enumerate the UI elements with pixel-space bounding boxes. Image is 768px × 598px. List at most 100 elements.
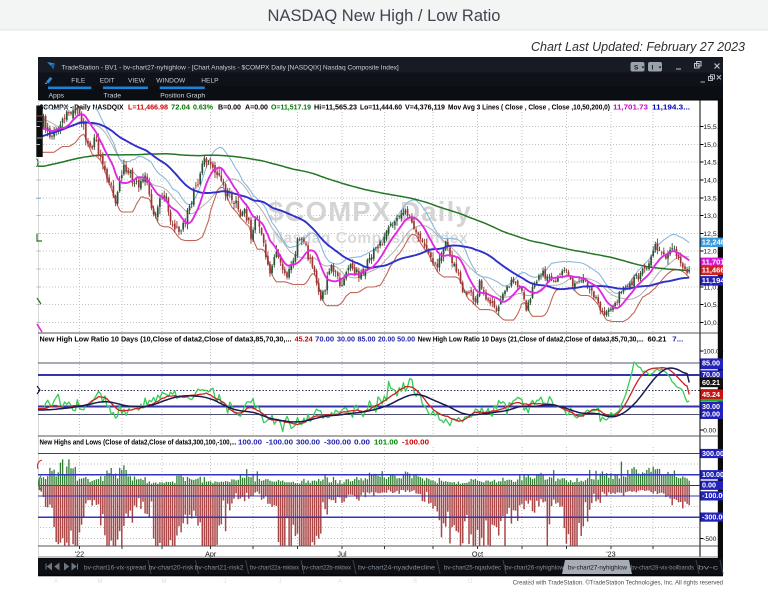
svg-text:11,0…: 11,0…: [703, 284, 723, 291]
svg-text:Trade: Trade: [104, 92, 122, 99]
svg-text:HELP: HELP: [201, 77, 219, 84]
svg-text:B=0.00: B=0.00: [218, 102, 241, 111]
svg-text:-100.00: -100.00: [266, 440, 293, 447]
svg-text:Lo=11,444.60: Lo=11,444.60: [360, 102, 402, 111]
svg-text:Jul: Jul: [337, 550, 347, 559]
svg-text:bv-chart27-nyhighlow: bv-chart27-nyhighlow: [568, 564, 628, 571]
svg-text:Mov Avg 3 Lines ( Close , Clos: Mov Avg 3 Lines ( Close , Close , Close …: [448, 102, 610, 111]
svg-text:12,248: 12,248: [702, 238, 725, 247]
svg-text:bv-chart22a-mktwx: bv-chart22a-mktwx: [250, 564, 300, 571]
svg-text:-300.00: -300.00: [324, 440, 351, 447]
svg-text:-100.00: -100.00: [402, 440, 429, 447]
svg-text:45.24: 45.24: [702, 390, 720, 399]
svg-text:New High Low Ratio 10 Days (21: New High Low Ratio 10 Days (21,Close of …: [418, 337, 644, 344]
svg-text:100.00: 100.00: [702, 470, 724, 479]
svg-text:Nasdaq Composite Index: Nasdaq Composite Index: [272, 230, 468, 247]
svg-text:70.00: 70.00: [315, 337, 334, 344]
svg-text:300.00: 300.00: [296, 440, 320, 447]
svg-text:11,701: 11,701: [702, 258, 726, 267]
svg-text:$COMPX - Daily NASDQIX: $COMPX - Daily NASDQIX: [40, 102, 124, 111]
svg-text:85.00: 85.00: [358, 337, 376, 344]
svg-text:-500: -500: [703, 536, 717, 543]
svg-text:N: N: [528, 578, 533, 585]
svg-text:101.00: 101.00: [374, 440, 398, 447]
svg-text:L=11,466.98: L=11,466.98: [128, 102, 168, 111]
svg-text:Created with TradeStation. ©Tr: Created with TradeStation. ©TradeStation…: [513, 579, 723, 586]
svg-text:0.00: 0.00: [354, 440, 370, 447]
svg-text:-100.00: -100.00: [702, 491, 726, 500]
svg-text:60.21: 60.21: [648, 337, 667, 344]
svg-text:11,701.73: 11,701.73: [613, 102, 648, 111]
svg-text:bv-chart16-vix-spread: bv-chart16-vix-spread: [84, 564, 147, 571]
svg-text:45.24: 45.24: [295, 337, 313, 344]
svg-text:13,0…: 13,0…: [703, 213, 723, 220]
svg-text:10,5…: 10,5…: [703, 302, 723, 309]
svg-text:10,0…: 10,0…: [703, 320, 723, 327]
svg-text:bv-chart20-risk: bv-chart20-risk: [149, 564, 195, 571]
svg-text:300.00: 300.00: [702, 449, 724, 458]
svg-text:Chart Last Updated: February 2: Chart Last Updated: February 27 2023: [531, 40, 745, 54]
svg-text:30.00: 30.00: [337, 337, 355, 344]
svg-text:TradeStation - BV1 - bv-chart: TradeStation - BV1 - bv-chart27-nyhighlo…: [62, 65, 399, 72]
svg-text:'22: '22: [75, 550, 84, 559]
svg-text:VIEW: VIEW: [128, 77, 146, 84]
svg-text:D: D: [592, 578, 597, 585]
svg-text:I: I: [652, 65, 654, 72]
svg-text:12,5…: 12,5…: [703, 231, 723, 238]
svg-text:A: A: [54, 578, 59, 585]
svg-text:Hi=11,565.23: Hi=11,565.23: [314, 102, 357, 111]
svg-text:0.00: 0.00: [702, 481, 716, 490]
svg-text:O=11,517.19: O=11,517.19: [271, 102, 311, 111]
svg-text:bv-chart28-vix-bollbands: bv-chart28-vix-bollbands: [631, 564, 694, 571]
svg-text:60.21: 60.21: [702, 378, 720, 387]
svg-text:14,0…: 14,0…: [703, 178, 723, 185]
svg-text:14,5…: 14,5…: [703, 160, 723, 167]
svg-text:bv-chart21-risk2: bv-chart21-risk2: [195, 564, 245, 571]
svg-text:12,0…: 12,0…: [703, 249, 723, 256]
svg-text:New High Low Ratio 10 Days (10: New High Low Ratio 10 Days (10,Close of …: [40, 337, 292, 344]
svg-text:O: O: [468, 578, 473, 585]
svg-text:bv-chart26-nyhighlow: bv-chart26-nyhighlow: [505, 564, 565, 571]
svg-text:11,466: 11,466: [702, 266, 725, 275]
svg-text:20.00: 20.00: [702, 410, 720, 419]
svg-text:100.00: 100.00: [703, 349, 724, 356]
svg-text:15,0…: 15,0…: [703, 142, 723, 149]
svg-text:bv-chart22b-mktwx: bv-chart22b-mktwx: [302, 564, 352, 571]
svg-text:Position Graph: Position Graph: [160, 92, 205, 99]
svg-text:$COMPX Daily: $COMPX Daily: [268, 196, 472, 227]
svg-text:A: A: [338, 578, 343, 585]
svg-text:bv-chart24-nyadvdecline: bv-chart24-nyadvdecline: [358, 564, 436, 571]
svg-text:15,5…: 15,5…: [703, 124, 723, 131]
svg-text:New Highs and Lows (Close of d: New Highs and Lows (Close of data2,Close…: [40, 440, 237, 447]
svg-text:0.00: 0.00: [703, 428, 716, 435]
svg-text:100.00: 100.00: [238, 440, 262, 447]
svg-text:20.00: 20.00: [378, 337, 395, 344]
svg-text:S: S: [634, 65, 639, 72]
svg-text:NASDAQ New High / Low Ratio: NASDAQ New High / Low Ratio: [268, 7, 501, 25]
svg-text:EDIT: EDIT: [100, 77, 115, 84]
svg-text:FILE: FILE: [71, 77, 86, 84]
svg-text:70.00: 70.00: [702, 370, 720, 379]
svg-text:J: J: [278, 578, 281, 585]
svg-text:11,194.3...: 11,194.3...: [652, 102, 690, 111]
svg-text:Apps: Apps: [49, 92, 65, 99]
svg-text:J: J: [223, 578, 226, 585]
svg-text:11,194: 11,194: [702, 276, 726, 285]
svg-text:V=4,376,119: V=4,376,119: [405, 102, 445, 111]
svg-text:72.04: 72.04: [171, 102, 191, 111]
svg-text:13,5…: 13,5…: [703, 195, 723, 202]
svg-text:-300.00: -300.00: [702, 512, 726, 521]
svg-text:bv-c: bv-c: [698, 564, 718, 571]
svg-text:WINDOW: WINDOW: [156, 77, 186, 84]
svg-text:J: J: [648, 578, 651, 585]
svg-text:Oct: Oct: [472, 550, 483, 559]
svg-text:85.00: 85.00: [702, 358, 720, 367]
svg-text:M: M: [97, 578, 102, 585]
svg-text:50.00: 50.00: [397, 337, 415, 344]
svg-text:'23: '23: [606, 550, 615, 559]
svg-text:S: S: [413, 578, 417, 585]
svg-text:A=0.00: A=0.00: [245, 102, 268, 111]
svg-text:7...: 7...: [672, 337, 683, 344]
svg-text:30.00: 30.00: [702, 402, 720, 411]
svg-text:Apr: Apr: [205, 550, 217, 559]
